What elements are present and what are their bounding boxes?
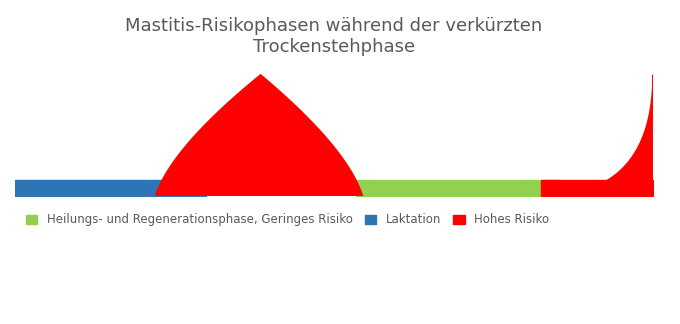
Polygon shape xyxy=(541,75,653,196)
Polygon shape xyxy=(155,75,362,196)
Title: Mastitis-Risikophasen während der verkürzten
Trockenstehphase: Mastitis-Risikophasen während der verkür… xyxy=(125,17,543,56)
Legend: Heilungs- und Regenerationsphase, Geringes Risiko, Laktation, Hohes Risiko: Heilungs- und Regenerationsphase, Gering… xyxy=(21,209,554,231)
